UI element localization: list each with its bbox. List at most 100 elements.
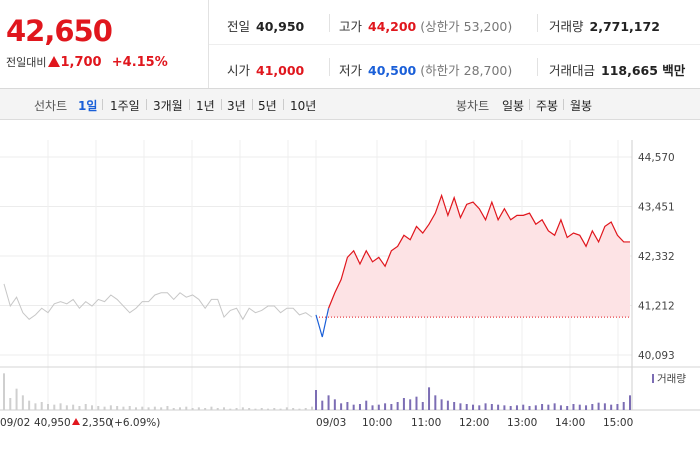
volume-bar-today [446, 400, 449, 410]
volume-bar-prev-day [65, 405, 68, 410]
x-tick-label: 12:00 [459, 417, 489, 429]
candle-chart-label: 봉차트 [456, 99, 490, 113]
tab-1day[interactable]: 1일 [78, 99, 98, 113]
tab-5years[interactable]: 5년 [258, 99, 277, 113]
volume-bar-prev-day [128, 406, 131, 410]
volume-bar-today [409, 399, 412, 410]
volume-bar-today [528, 406, 531, 410]
volume-bar-prev-day [166, 406, 169, 410]
volume-bar-prev-day [311, 406, 313, 410]
volume-bar-prev-day [116, 406, 119, 410]
stat-value: 118,665 백만 [601, 63, 686, 78]
chart-lines [3, 193, 630, 338]
tab-daily-candle[interactable]: 일봉 [502, 99, 525, 113]
volume-bar-prev-day [141, 406, 144, 410]
volume-bar-prev-day [135, 407, 137, 410]
prev-day-change: 2,350 [82, 417, 112, 429]
stat-value: 40,500 [368, 63, 417, 78]
volume-bar-today [509, 406, 512, 410]
volume-bar-prev-day [59, 403, 62, 410]
y-tick-label: 40,093 [638, 350, 675, 362]
x-tick-label: 09/03 [316, 417, 346, 429]
volume-bar-today [522, 404, 525, 410]
volume-bar-prev-day [273, 408, 276, 410]
divider [537, 58, 538, 76]
volume-bar-prev-day [267, 408, 269, 410]
volume-bar-prev-day [223, 407, 225, 410]
volume-bar-prev-day [210, 406, 213, 410]
volume-bar-today [377, 404, 380, 410]
volume-bar-today [566, 406, 569, 410]
tab-divider [529, 99, 530, 110]
today-line-above-reference [328, 193, 630, 309]
volume-bar-today [534, 405, 537, 410]
tab-divider [252, 99, 253, 110]
tab-weekly-candle[interactable]: 주봉 [536, 99, 559, 113]
volume-bar-today [490, 404, 493, 410]
volume-bar-today [384, 403, 387, 410]
volume-bar-prev-day [21, 395, 24, 410]
stat-low: 저가 40,500 (하한가 28,700) [339, 60, 512, 79]
volume-bar-prev-day [15, 388, 18, 410]
volume-bar-today [578, 404, 581, 410]
tab-1year[interactable]: 1년 [196, 99, 215, 113]
volume-bar-today [402, 398, 405, 410]
tab-10years[interactable]: 10년 [290, 99, 317, 113]
price-box: 42,650 전일대비 1,700 +4.15% [0, 0, 209, 88]
volume-bar-prev-day [172, 408, 175, 410]
tab-monthly-candle[interactable]: 월봉 [570, 99, 593, 113]
volume-bar-today [547, 404, 550, 410]
tab-3years[interactable]: 3년 [227, 99, 246, 113]
volume-bar-today [484, 403, 487, 410]
y-axis-labels: 44,570 43,451 42,332 41,212 40,093 [638, 152, 675, 362]
volume-bar-today [603, 403, 606, 410]
stat-label: 거래대금 [549, 63, 596, 78]
volume-bar-prev-day [292, 408, 295, 410]
price-fill-area [328, 195, 630, 318]
volume-bar-today [616, 404, 619, 410]
volume-bar-prev-day [285, 407, 288, 410]
current-price: 42,650 [6, 14, 113, 48]
volume-bar-today [472, 404, 474, 410]
stat-label: 시가 [227, 63, 251, 78]
volume-bar-today [396, 402, 399, 410]
change-percent: +4.15% [111, 55, 168, 70]
volume-bar-prev-day [179, 407, 181, 410]
tab-divider [221, 99, 222, 110]
volume-bar-today [421, 402, 424, 410]
volume-bar-prev-day [122, 406, 125, 410]
volume-bar-today [352, 404, 355, 410]
volume-bar-prev-day [197, 407, 200, 410]
price-chart-svg: 44,570 43,451 42,332 41,212 40,093 거래량 09/03… [0, 120, 700, 450]
tab-1week[interactable]: 1주일 [110, 99, 140, 113]
volume-bar-prev-day [229, 408, 232, 410]
up-triangle-icon [48, 56, 61, 67]
stat-amount: 거래대금 118,665 백만 [549, 60, 685, 79]
x-tick-label: 13:00 [507, 417, 537, 429]
volume-bar-today [327, 395, 330, 410]
x-tick-label: 11:00 [411, 417, 441, 429]
row-divider [209, 44, 700, 45]
volume-bar-today [597, 402, 600, 410]
volume-bar-today [440, 399, 443, 410]
volume-bar-today [415, 396, 418, 410]
chart-fill-area [316, 195, 630, 318]
stat-prev-close: 전일 40,950 [227, 16, 304, 35]
volume-bar-today [591, 404, 594, 410]
price-chart[interactable]: 44,570 43,451 42,332 41,212 40,093 거래량 09/03… [0, 120, 700, 450]
stat-label: 거래량 [549, 19, 584, 34]
divider [329, 58, 330, 76]
volume-bar-today [629, 395, 631, 410]
y-tick-label: 42,332 [638, 251, 675, 263]
tab-divider [189, 99, 190, 110]
volume-bar-prev-day [147, 407, 150, 410]
x-tick-label: 15:00 [603, 417, 633, 429]
tab-3months[interactable]: 3개월 [153, 99, 183, 113]
stat-value: 2,771,172 [589, 19, 660, 34]
volume-bar-today [541, 404, 544, 410]
volume-bar-today [321, 400, 324, 410]
change-value: 1,700 [60, 55, 102, 70]
divider [329, 14, 330, 32]
tab-divider [283, 99, 284, 110]
volume-bar-today [428, 387, 431, 410]
